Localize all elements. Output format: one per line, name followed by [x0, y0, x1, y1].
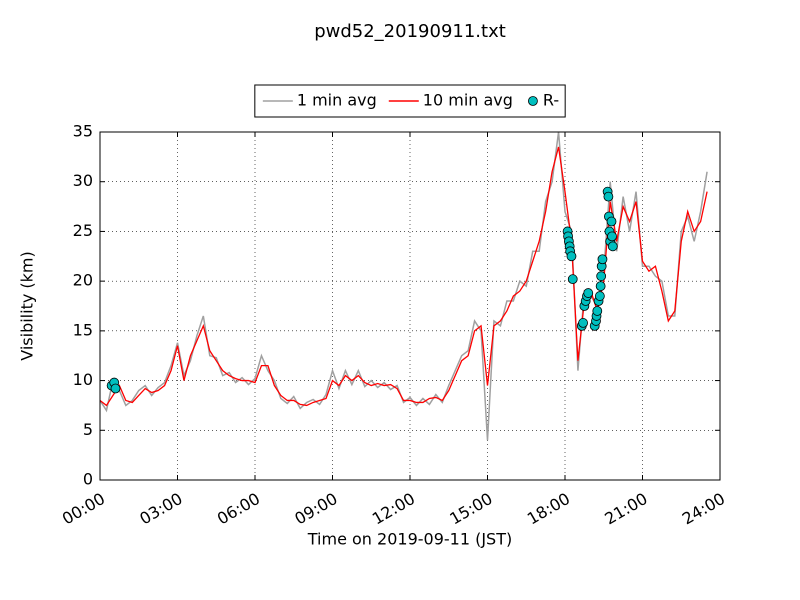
data-line	[100, 146, 708, 407]
data-point	[597, 254, 608, 265]
data-point	[607, 241, 618, 252]
data-point	[594, 291, 605, 301]
data-point	[567, 274, 578, 285]
legend-item: 10 min avg	[388, 91, 513, 110]
data-point	[595, 281, 606, 292]
legend-item: R-	[528, 91, 559, 110]
y-tick-label: 25	[73, 221, 93, 240]
x-axis-label: Time on 2019-09-11 (JST)	[307, 530, 512, 549]
data-point	[578, 318, 588, 328]
chart-title: pwd52_20190911.txt	[314, 21, 506, 42]
y-tick-label: 20	[73, 271, 93, 290]
data-point	[592, 306, 603, 316]
legend-label: 1 min avg	[297, 91, 377, 110]
plot-frame	[99, 131, 721, 481]
y-axis-label: Visibility (km)	[18, 251, 37, 360]
legend-item: 1 min avg	[262, 91, 377, 110]
y-tick-label: 30	[73, 171, 93, 190]
y-tick-label: 15	[73, 320, 93, 339]
data-point	[566, 251, 577, 262]
legend-swatch	[528, 96, 538, 106]
y-tick-label: 0	[83, 470, 93, 489]
y-tick-label: 10	[73, 370, 93, 389]
legend-label: 10 min avg	[423, 91, 513, 110]
data-point	[596, 271, 607, 282]
legend-label: R-	[543, 91, 559, 110]
y-tick-label: 35	[73, 122, 93, 141]
data-point	[110, 383, 121, 394]
plot-area	[100, 132, 708, 441]
data-point	[606, 216, 617, 227]
legend: 1 min avg 10 min avg R-	[262, 91, 559, 110]
data-point	[607, 231, 617, 242]
y-tick-label: 5	[83, 420, 93, 439]
data-point	[583, 288, 594, 298]
data-point	[603, 191, 614, 202]
